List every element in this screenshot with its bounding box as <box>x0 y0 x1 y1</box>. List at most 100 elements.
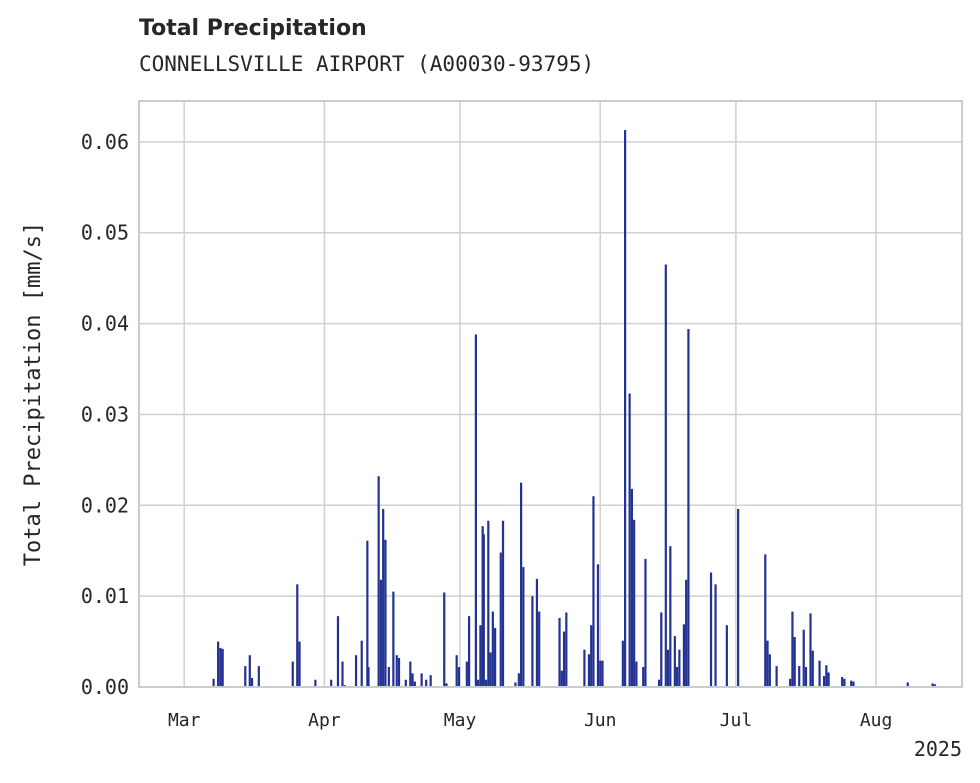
precipitation-bar <box>481 526 484 687</box>
precipitation-bar <box>657 679 661 687</box>
precipitation-bar <box>737 508 740 687</box>
precipitation-bar <box>397 657 401 687</box>
precipitation-bar <box>822 676 826 687</box>
precipitation-bar <box>212 678 215 687</box>
precipitation-bar <box>499 552 502 687</box>
precipitation-bar <box>565 612 568 687</box>
precipitation-bar <box>494 627 497 687</box>
precipitation-bar <box>484 679 488 687</box>
precipitation-bar <box>387 667 390 687</box>
precipitation-bar <box>336 616 340 687</box>
precipitation-bar <box>791 611 794 687</box>
precipitation-bar <box>635 661 638 687</box>
precipitation-bar <box>827 672 830 687</box>
precipitation-bar <box>384 539 387 687</box>
precipitation-bar <box>596 564 600 687</box>
precipitation-bar <box>535 578 539 687</box>
precipitation-bar <box>489 652 492 687</box>
precipitation-bar <box>931 683 934 687</box>
year-label: 2025 <box>914 737 962 761</box>
precipitation-bar <box>678 649 681 687</box>
precipitation-bar <box>669 546 672 687</box>
x-tick-label: Jul <box>720 710 753 731</box>
precipitation-bar <box>219 647 222 687</box>
x-tick-label: Mar <box>168 710 201 731</box>
precipitation-bar <box>404 679 407 687</box>
y-tick-label: 0.06 <box>81 130 129 154</box>
precipitation-bar <box>468 616 471 687</box>
precipitation-bar <box>633 519 636 687</box>
chart-subtitle: CONNELLSVILLE AIRPORT (A00030-93795) <box>139 52 595 76</box>
precipitation-bar <box>852 681 855 687</box>
precipitation-bar <box>558 617 561 687</box>
precipitation-bar <box>601 660 604 687</box>
precipitation-bar <box>843 678 846 687</box>
precipitation-bar <box>841 677 844 687</box>
precipitation-bar <box>560 670 563 687</box>
precipitation-bar <box>517 673 520 687</box>
precipitation-bar <box>811 650 814 687</box>
precipitation-bar <box>775 666 778 687</box>
precipitation-bar <box>221 648 224 687</box>
precipitation-bar <box>685 579 688 687</box>
y-axis-label: Total Precipitation [mm/s] <box>21 222 46 566</box>
x-tick-labels: Mar Apr May Jun Jul Aug <box>168 710 892 731</box>
precipitation-bar <box>250 677 254 687</box>
precipitation-bar <box>465 661 468 687</box>
bar-series <box>212 130 936 687</box>
precipitation-bar <box>590 625 593 687</box>
precipitation-bar <box>296 584 299 687</box>
y-tick-label: 0.01 <box>81 584 129 608</box>
precipitation-bar <box>644 558 647 687</box>
precipitation-bar <box>592 496 595 687</box>
precipitation-bar <box>298 641 301 687</box>
x-tick-label: Jun <box>584 710 617 731</box>
precipitation-bar <box>709 572 713 687</box>
precipitation-bar <box>628 393 631 687</box>
plot-frame <box>138 100 963 688</box>
precipitation-bar <box>676 667 679 687</box>
precipitation-bar <box>455 655 458 687</box>
precipitation-bar <box>257 666 260 687</box>
precipitation-bar <box>413 681 416 687</box>
precipitation-bar <box>248 655 251 687</box>
precipitation-bar <box>825 665 828 687</box>
precipitation-bar <box>764 554 767 687</box>
precipitation-bar <box>933 684 936 687</box>
precipitation-bar <box>802 629 805 687</box>
y-tick-label: 0.04 <box>81 312 129 336</box>
precipitation-bar <box>491 611 494 687</box>
precipitation-bar <box>809 613 812 687</box>
precipitation-bar <box>818 660 821 687</box>
precipitation-bar <box>445 683 448 687</box>
precipitation-bar <box>379 579 383 687</box>
precipitation-bar <box>666 649 670 687</box>
precipitation-bar <box>341 661 344 687</box>
precipitation-bar <box>531 596 534 687</box>
precipitation-bar <box>479 625 482 687</box>
precipitation-bar <box>377 476 380 687</box>
precipitation-bar <box>420 673 423 687</box>
precipitation-bar <box>360 640 363 687</box>
precipitation-bar <box>621 640 624 687</box>
precipitation-bar <box>330 679 333 687</box>
precipitation-bar <box>514 682 517 687</box>
precipitation-bar <box>562 631 566 687</box>
precipitation-bar <box>804 667 808 687</box>
y-tick-labels: 0.00 0.01 0.02 0.03 0.04 0.05 0.06 <box>81 130 129 699</box>
precipitation-bar <box>477 679 480 687</box>
precipitation-bar <box>487 520 490 687</box>
y-tick-label: 0.00 <box>81 675 129 699</box>
precipitation-bar <box>409 661 412 687</box>
y-tick-label: 0.02 <box>81 493 129 517</box>
precipitation-bar <box>538 611 541 687</box>
precipitation-bar <box>382 508 385 687</box>
precipitation-bar <box>660 612 663 687</box>
precipitation-bar <box>673 636 676 687</box>
y-tick-label: 0.05 <box>81 221 129 245</box>
precipitation-bar <box>457 667 461 687</box>
precipitation-bar <box>789 678 792 687</box>
precipitation-bar <box>798 666 801 687</box>
precipitation-bar <box>217 641 220 687</box>
precipitation-bar <box>522 567 525 687</box>
